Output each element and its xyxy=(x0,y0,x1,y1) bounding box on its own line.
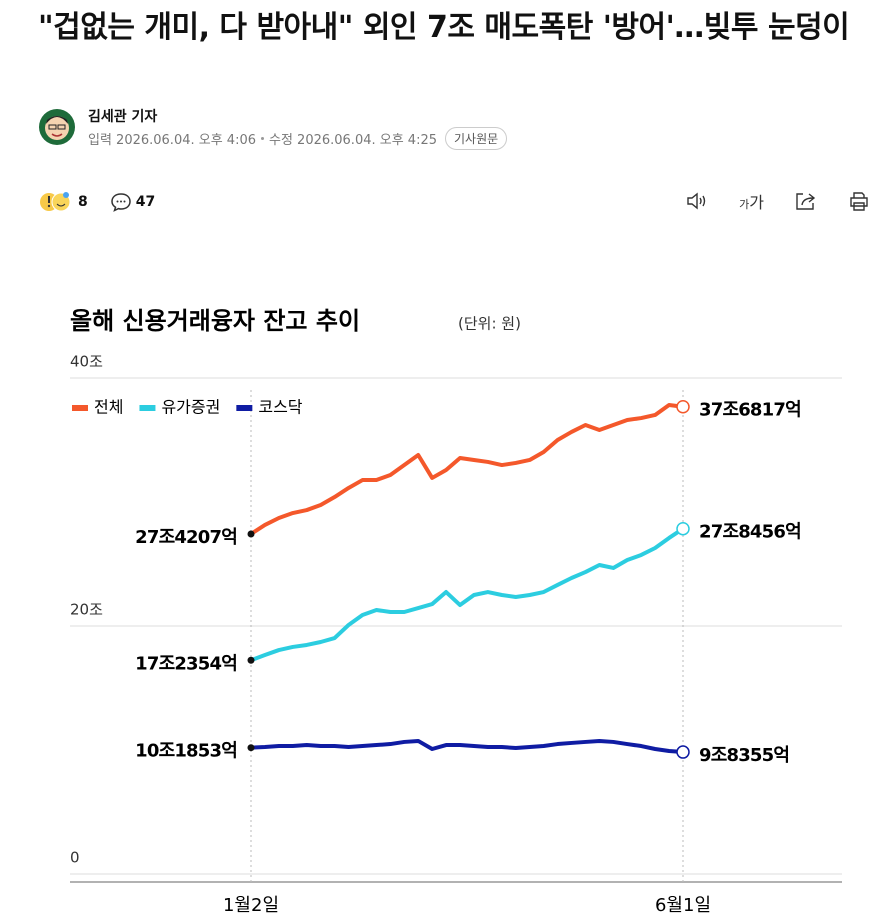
value-label: 17조2354억 xyxy=(135,653,237,674)
reactions: 8 47 xyxy=(38,190,155,214)
start-point xyxy=(247,744,255,752)
value-label: 9조8355억 xyxy=(699,745,789,766)
tts-button[interactable] xyxy=(685,190,709,212)
modified-date: 수정 2026.06.04. 오후 4:25 xyxy=(269,133,437,148)
chart-title: 올해 신용거래융자 잔고 추이 xyxy=(70,307,360,335)
reaction-icons[interactable] xyxy=(38,190,74,214)
font-large: 가 xyxy=(749,193,764,212)
y-tick-label: 40조 xyxy=(70,353,103,371)
start-point xyxy=(247,656,255,664)
value-label: 37조6817억 xyxy=(699,400,801,421)
comment-count: 47 xyxy=(135,194,156,210)
comment-icon[interactable] xyxy=(110,191,132,213)
series-line xyxy=(250,527,685,663)
author-name[interactable]: 김세관 기자 xyxy=(88,109,158,125)
end-point xyxy=(676,521,690,536)
series-line xyxy=(249,403,684,536)
legend-label: 코스닥 xyxy=(258,398,302,417)
x-tick-label: 6월1일 xyxy=(655,895,711,916)
print-button[interactable] xyxy=(848,190,870,212)
legend-label: 전체 xyxy=(94,398,123,417)
value-label: 27조4207억 xyxy=(135,527,237,548)
y-tick-label: 20조 xyxy=(70,601,103,619)
x-tick-label: 1월2일 xyxy=(223,895,279,916)
y-tick-label: 0 xyxy=(70,849,80,867)
end-point xyxy=(676,745,690,759)
original-article-button[interactable]: 기사원문 xyxy=(445,127,508,150)
start-point xyxy=(247,530,255,538)
chart-unit: (단위: 원) xyxy=(458,315,521,333)
legend-swatch xyxy=(236,405,253,411)
end-point xyxy=(676,399,690,414)
series-line xyxy=(250,738,684,755)
headline: "겁없는 개미, 다 받아내" 외인 7조 매도폭탄 '방어'…빚투 눈덩이 xyxy=(38,10,850,45)
value-label: 27조8456억 xyxy=(699,522,801,543)
separator xyxy=(261,137,264,140)
font-small: 가 xyxy=(739,198,750,211)
article-dates: 입력 2026.06.04. 오후 4:06 수정 2026.06.04. 오후… xyxy=(88,127,508,150)
legend-label: 유가증권 xyxy=(161,398,220,417)
legend-swatch xyxy=(139,405,156,411)
font-size-button[interactable]: 가가 xyxy=(739,189,764,213)
chart: 올해 신용거래융자 잔고 추이 (단위: 원) 0 20조 40조 1월2일 6월1일 2… xyxy=(70,307,842,916)
reaction-count: 8 xyxy=(78,194,88,210)
author-avatar xyxy=(39,109,75,145)
input-date: 입력 2026.06.04. 오후 4:06 xyxy=(88,133,256,148)
share-button[interactable] xyxy=(794,190,818,212)
toolbar: 가가 xyxy=(685,189,870,213)
legend-swatch xyxy=(72,405,88,411)
value-label: 10조1853억 xyxy=(135,741,237,762)
